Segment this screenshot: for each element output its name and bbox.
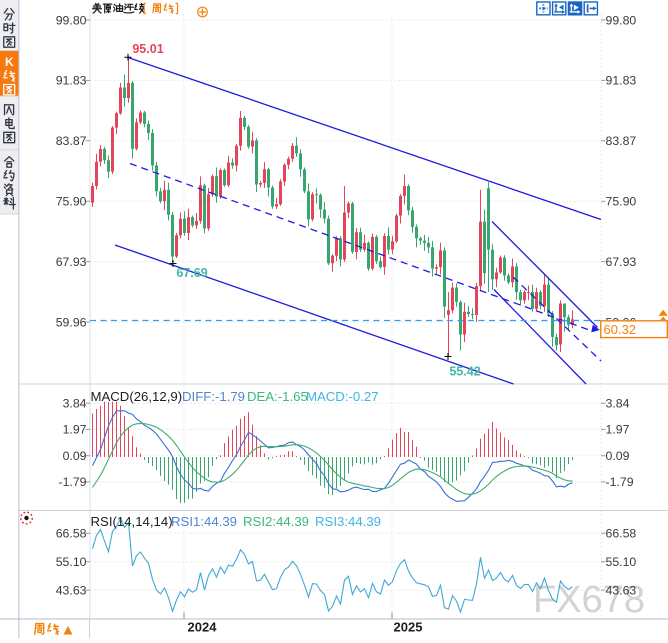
svg-text:66.58: 66.58 (606, 527, 637, 541)
svg-text:75.90: 75.90 (606, 195, 637, 209)
svg-text:FX678: FX678 (533, 579, 645, 621)
svg-text:0.09: 0.09 (606, 449, 630, 463)
svg-text:RSI(14,14,14): RSI(14,14,14) (91, 514, 173, 529)
svg-text:RSI3:44.39: RSI3:44.39 (315, 514, 381, 529)
svg-text:66.58: 66.58 (56, 527, 87, 541)
svg-text:-1.79: -1.79 (606, 475, 634, 489)
svg-text:3.84: 3.84 (606, 397, 630, 411)
svg-text:60.32: 60.32 (604, 322, 637, 337)
svg-text:43.63: 43.63 (56, 583, 87, 597)
svg-text:0.09: 0.09 (63, 449, 87, 463)
svg-text:1.97: 1.97 (606, 423, 630, 437)
svg-text:MACD(26,12,9): MACD(26,12,9) (91, 389, 183, 404)
svg-text:2024: 2024 (188, 620, 218, 635)
svg-text:75.90: 75.90 (56, 195, 87, 209)
svg-text:43.63: 43.63 (606, 583, 637, 597)
svg-text:91.83: 91.83 (56, 74, 87, 88)
svg-text:55.10: 55.10 (56, 555, 87, 569)
svg-text:RSI2:44.39: RSI2:44.39 (243, 514, 309, 529)
svg-text:67.93: 67.93 (606, 255, 637, 269)
svg-text:K: K (5, 55, 14, 69)
svg-text:DEA:-1.65: DEA:-1.65 (247, 389, 308, 404)
svg-text:67.93: 67.93 (56, 255, 87, 269)
svg-text:55.10: 55.10 (606, 555, 637, 569)
svg-text:83.87: 83.87 (56, 134, 87, 148)
svg-text:99.80: 99.80 (56, 13, 87, 27)
svg-text:55.42: 55.42 (449, 365, 480, 379)
svg-text:59.96: 59.96 (56, 315, 87, 329)
svg-text:91.83: 91.83 (606, 74, 637, 88)
svg-text:RSI1:44.39: RSI1:44.39 (171, 514, 237, 529)
svg-text:MACD:-0.27: MACD:-0.27 (306, 389, 379, 404)
svg-text:2025: 2025 (394, 620, 423, 635)
svg-text:3.84: 3.84 (63, 397, 87, 411)
svg-text:99.80: 99.80 (606, 13, 637, 27)
svg-text:-1.79: -1.79 (58, 475, 86, 489)
svg-text:DIFF:-1.79: DIFF:-1.79 (182, 389, 245, 404)
svg-text:95.01: 95.01 (132, 42, 163, 56)
svg-text:83.87: 83.87 (606, 134, 637, 148)
svg-text:1.97: 1.97 (63, 423, 87, 437)
svg-text:67.69: 67.69 (176, 266, 207, 280)
